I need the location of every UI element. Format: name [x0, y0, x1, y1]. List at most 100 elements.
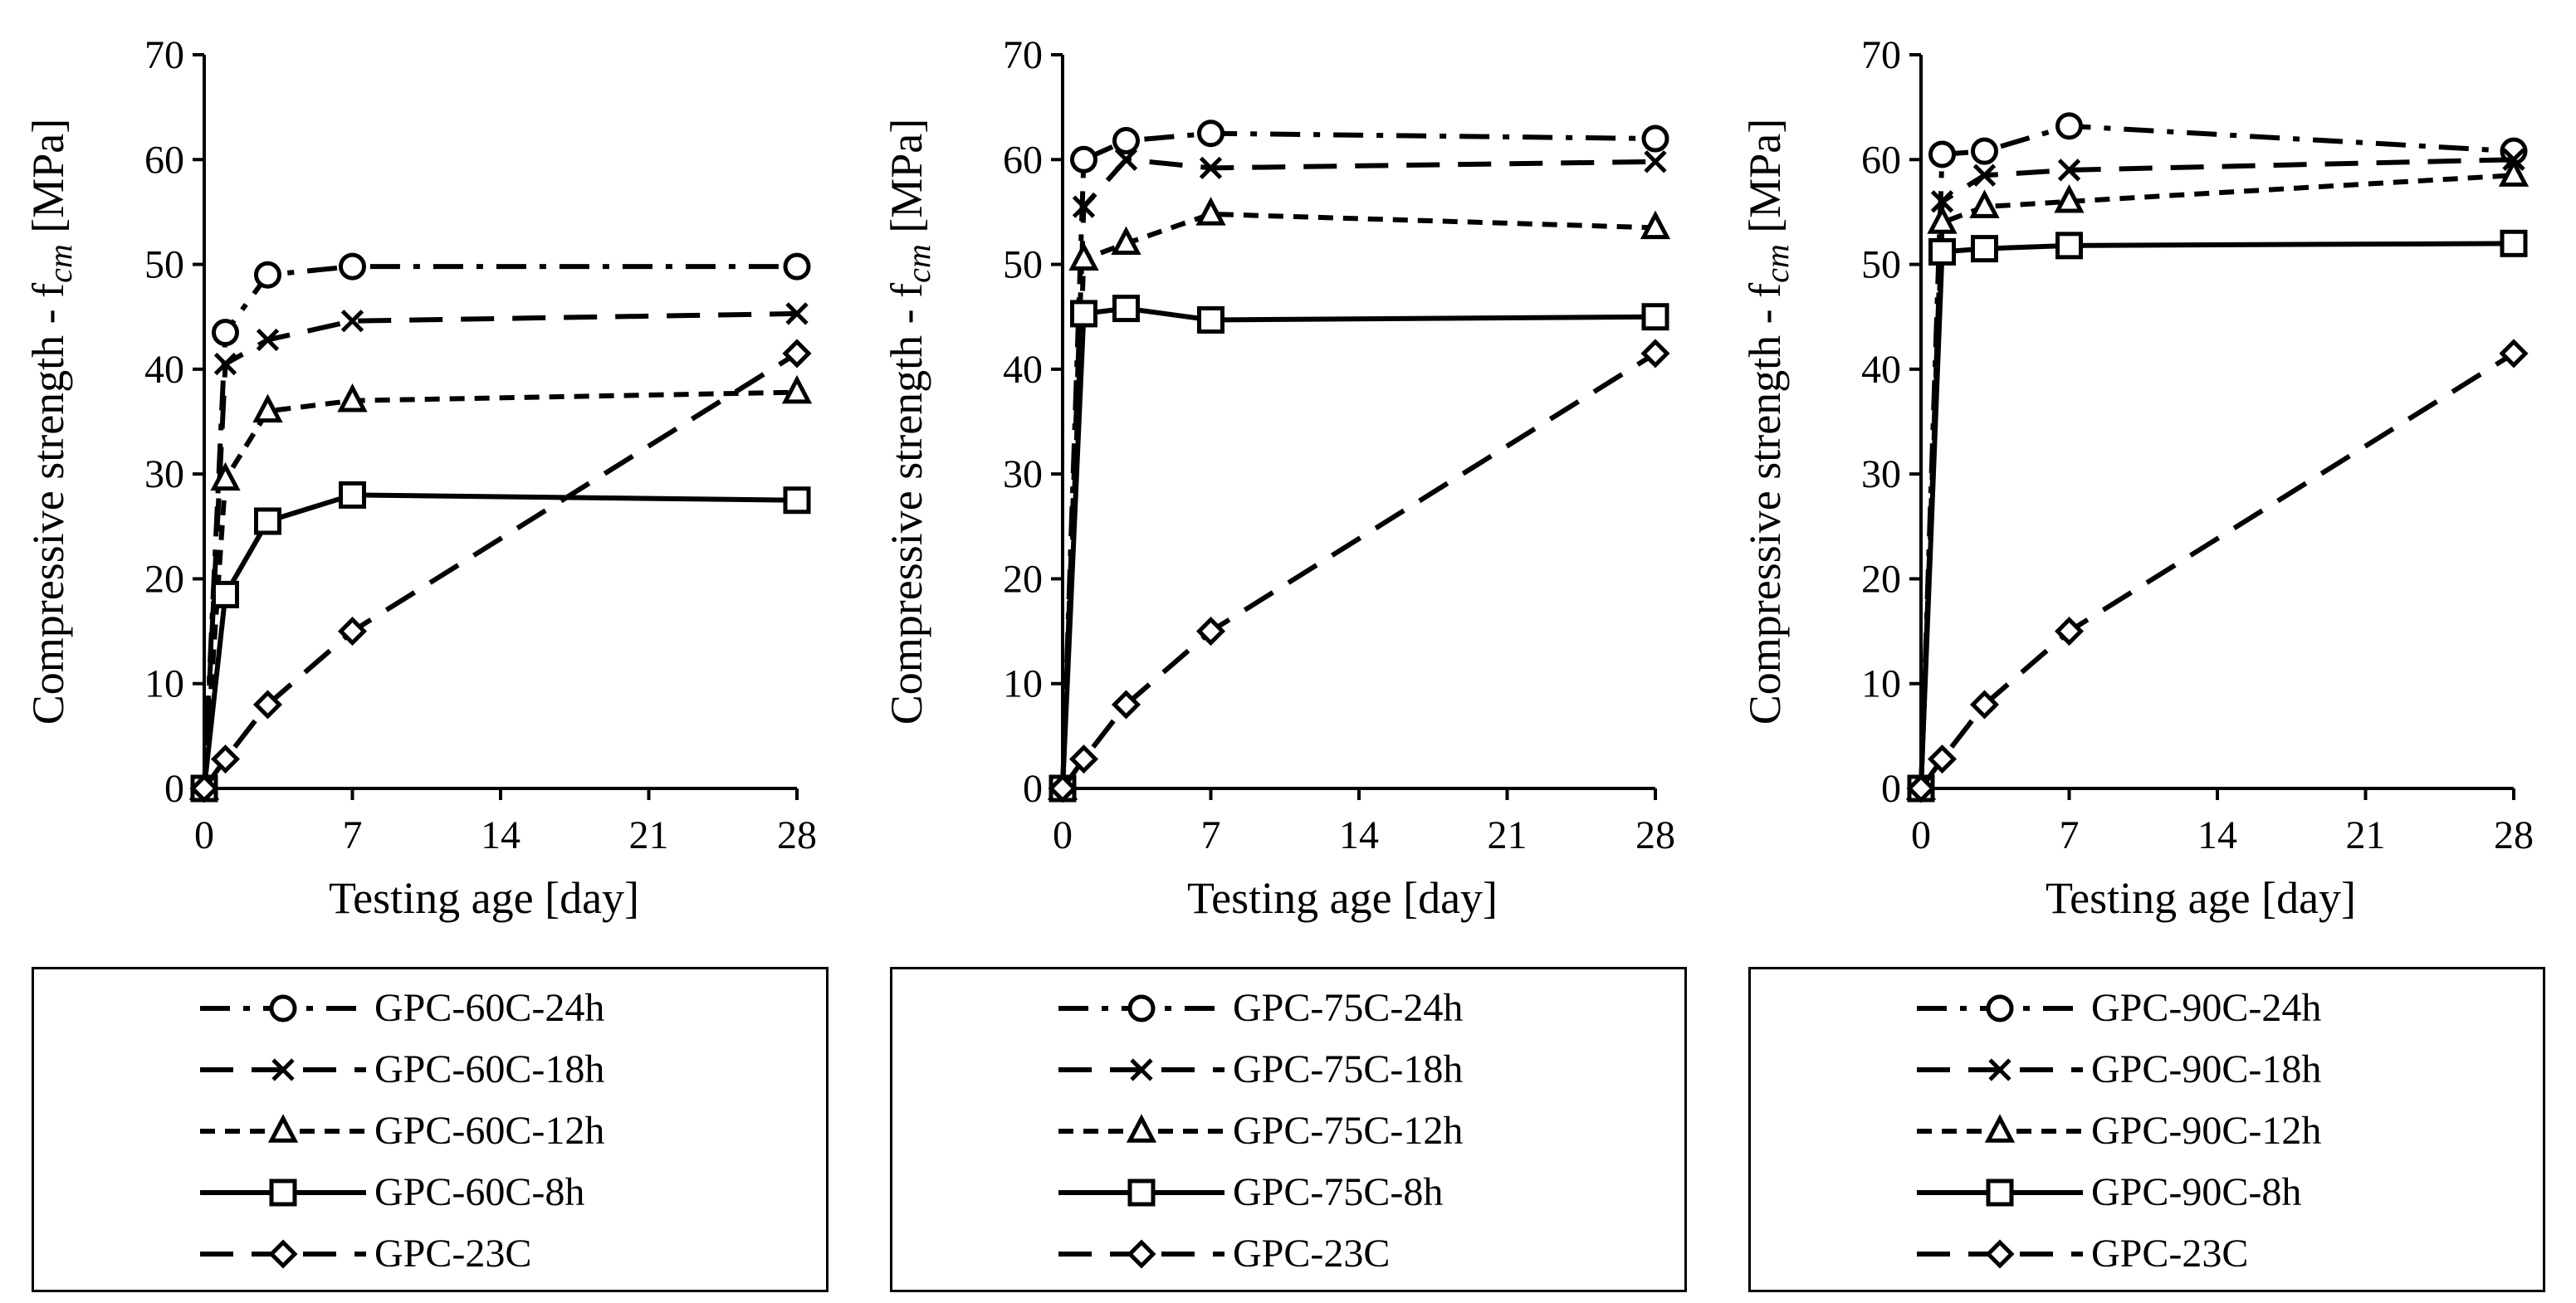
- x-tick-label: 21: [629, 813, 669, 857]
- marker-circle: [1070, 145, 1097, 173]
- y-axis-label-unit: [MPa]: [23, 119, 73, 244]
- series-line: [1919, 241, 2515, 789]
- marker-diamond: [2499, 339, 2529, 368]
- legend-item: GPC-23C: [1751, 1222, 2543, 1286]
- marker-x: [1199, 156, 1223, 180]
- y-axis-label-unit: [MPa]: [882, 119, 931, 244]
- legend-label: GPC-90C-24h: [2091, 986, 2322, 1030]
- legend-label: GPC-75C-8h: [1233, 1170, 1444, 1214]
- marker-square: [1070, 300, 1097, 328]
- legend-swatch: [1058, 1058, 1224, 1081]
- legend-label: GPC-75C-18h: [1233, 1047, 1464, 1091]
- legend-swatch: [200, 1058, 366, 1081]
- y-tick-label: 40: [1003, 348, 1043, 392]
- series-GPC-75C-8h: [1048, 295, 1669, 803]
- legend-swatch: [200, 994, 366, 1022]
- y-axis-label: Compressive strength - fcm [MPa]: [882, 119, 937, 725]
- y-tick-label: 70: [1003, 33, 1043, 77]
- legend-label: GPC-75C-24h: [1233, 986, 1464, 1030]
- series-GPC-60C-18h: [193, 302, 809, 800]
- x-tick-label: 7: [343, 813, 363, 857]
- legend-swatch: [1058, 1239, 1224, 1269]
- x-tick-label: 0: [1911, 813, 1931, 857]
- x-axis-label: Testing age [day]: [2046, 873, 2356, 923]
- chart-panel-75c: 0 10 20 30 40 50 60 70 0 7 14 21 28 Testing age [day]…: [858, 0, 1717, 1303]
- legend-swatch: [1058, 1114, 1224, 1143]
- marker-square: [783, 486, 811, 515]
- legend-swatch: [1917, 994, 2083, 1022]
- marker-triangle: [781, 374, 813, 404]
- marker-x: [1930, 190, 1954, 213]
- y-tick-label: 0: [1881, 767, 1901, 811]
- series-line: [1919, 173, 2515, 789]
- marker-circle: [269, 994, 297, 1022]
- x-tick-label: 21: [1488, 813, 1528, 857]
- x-tick-label: 7: [1201, 813, 1221, 857]
- legend-item: GPC-23C: [34, 1222, 826, 1286]
- marker-triangle: [1927, 205, 1958, 234]
- marker-triangle: [1984, 1114, 2016, 1143]
- marker-x: [1644, 150, 1667, 173]
- y-tick-label: 50: [144, 243, 184, 287]
- marker-square: [1986, 1179, 2014, 1207]
- legend-item: GPC-75C-24h: [892, 976, 1684, 1041]
- marker-diamond: [1068, 744, 1099, 774]
- x-axis-label: Testing age [day]: [1187, 873, 1498, 923]
- series-GPC-23C: [1906, 339, 2529, 803]
- marker-square: [254, 507, 281, 535]
- x-tick-label: 21: [2346, 813, 2386, 857]
- legend-swatch: [1058, 1179, 1224, 1207]
- marker-circle: [1127, 994, 1156, 1022]
- y-tick-label: 40: [144, 348, 184, 392]
- marker-square: [1928, 237, 1956, 266]
- y-tick-label: 60: [1003, 138, 1043, 182]
- y-tick-label: 40: [1861, 348, 1901, 392]
- y-tick-label: 10: [1861, 662, 1901, 706]
- series-GPC-75C-12h: [1047, 197, 1671, 800]
- marker-diamond: [337, 617, 368, 647]
- chart-svg: 0 10 20 30 40 50 60 70 0 7 14 21 28 Testing age [day]…: [23, 33, 817, 923]
- x-tick-label: 0: [194, 813, 214, 857]
- legend-item: GPC-90C-12h: [1751, 1099, 2543, 1164]
- marker-x: [256, 328, 280, 352]
- legend-item: GPC-60C-18h: [34, 1037, 826, 1102]
- marker-x: [1114, 148, 1138, 171]
- legend-item: GPC-60C-12h: [34, 1099, 826, 1164]
- marker-triangle: [210, 461, 241, 491]
- y-tick-label: 10: [144, 662, 184, 706]
- marker-square: [1971, 235, 1998, 263]
- marker-square: [212, 580, 239, 608]
- y-tick-label: 0: [1023, 767, 1043, 811]
- marker-x: [1988, 1058, 2011, 1081]
- series-line: [1919, 157, 2515, 789]
- legend-swatch: [200, 1114, 366, 1143]
- legend-swatch: [1917, 1058, 2083, 1081]
- marker-circle: [1112, 127, 1140, 155]
- legend-item: GPC-90C-24h: [1751, 976, 2543, 1041]
- marker-square: [1197, 306, 1224, 334]
- series-line: [1060, 211, 1656, 789]
- legend-item: GPC-75C-12h: [892, 1099, 1684, 1164]
- chart-svg: 0 10 20 30 40 50 60 70 0 7 14 21 28 Testing age [day]…: [882, 33, 1675, 923]
- x-tick-label: 0: [1053, 813, 1073, 857]
- chart-panel-60c: 0 10 20 30 40 50 60 70 0 7 14 21 28 Testing age [day]…: [0, 0, 858, 1303]
- y-tick-label: 60: [144, 138, 184, 182]
- legend-item: GPC-23C: [892, 1222, 1684, 1286]
- y-axis-label-main: Compressive strength - f: [23, 283, 73, 725]
- marker-circle: [1928, 140, 1956, 168]
- marker-triangle: [1969, 189, 2000, 218]
- legend-swatch: [200, 1179, 366, 1207]
- chart-svg: 0 10 20 30 40 50 60 70 0 7 14 21 28 Testing age [day]…: [1740, 33, 2534, 923]
- legend-item: GPC-60C-24h: [34, 976, 826, 1041]
- marker-x: [2057, 159, 2081, 182]
- marker-diamond: [189, 774, 219, 803]
- x-tick-label: 28: [2494, 813, 2534, 857]
- y-tick-label: 10: [1003, 662, 1043, 706]
- marker-triangle: [267, 1114, 299, 1143]
- marker-triangle: [1068, 242, 1099, 271]
- y-axis-label-main: Compressive strength - f: [1740, 283, 1790, 725]
- series-line: [202, 310, 798, 789]
- legend-item: GPC-90C-18h: [1751, 1037, 2543, 1102]
- y-tick-label: 0: [164, 767, 184, 811]
- legend-swatch: [1917, 1179, 2083, 1207]
